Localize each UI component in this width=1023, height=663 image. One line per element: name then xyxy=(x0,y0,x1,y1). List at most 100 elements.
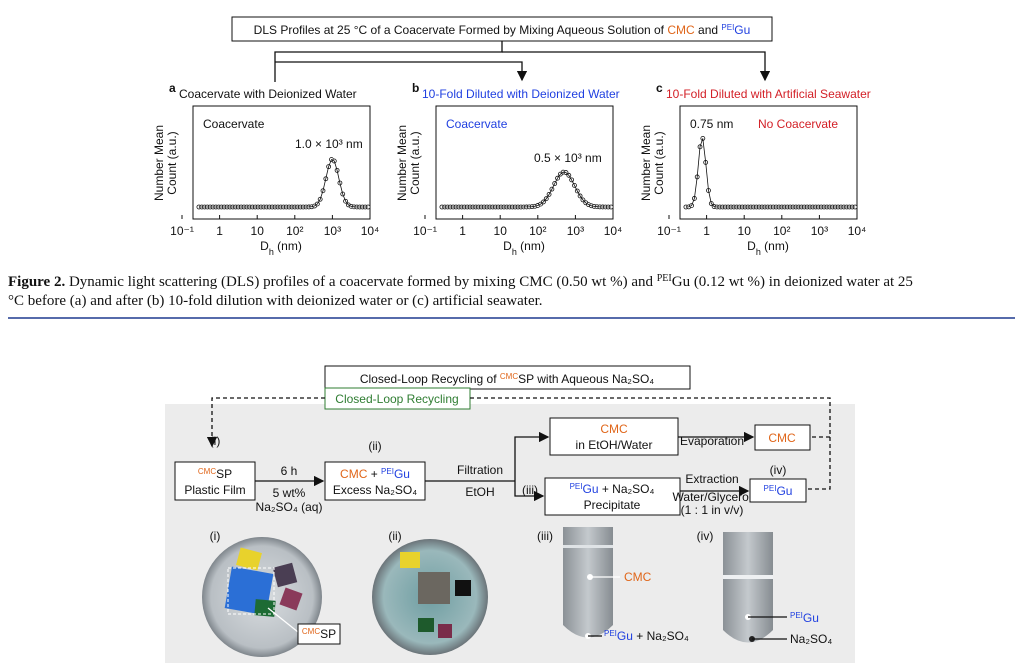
text-run: 1 xyxy=(459,224,466,238)
text-run: 1 xyxy=(703,224,710,238)
text-run: 10⁻¹ xyxy=(657,224,681,238)
text-run: Gu (0.12 wt %) in deionized water at 25 xyxy=(672,274,913,290)
label: Precipitate xyxy=(584,498,641,512)
photo-film xyxy=(418,572,450,604)
text-run: Count (a.u.) xyxy=(408,131,422,194)
label: b xyxy=(412,81,419,95)
dls-curve xyxy=(196,157,371,210)
label: PEIGu xyxy=(790,611,819,626)
label: Number Mean xyxy=(395,125,409,201)
label: 5 wt% xyxy=(273,486,306,500)
bracket xyxy=(274,41,503,82)
text-run: b xyxy=(412,81,419,95)
text-run: Count (a.u.) xyxy=(652,131,666,194)
plot-frame xyxy=(679,105,858,220)
caption: °C before (a) and after (b) 10-fold dilu… xyxy=(8,293,543,309)
text-run: Water/Glycerol xyxy=(673,490,752,504)
label: Count (a.u.) xyxy=(165,131,179,194)
text-run: °C before (a) and after (b) 10-fold dilu… xyxy=(8,293,543,309)
connector xyxy=(267,607,299,633)
label: 0.5 × 10³ nm xyxy=(534,151,602,165)
text-run: (1 : 1 in v/v) xyxy=(681,503,744,517)
text-run: c xyxy=(656,81,663,95)
photo-tube xyxy=(723,532,773,643)
photo-film xyxy=(455,580,471,596)
text-run: PEI xyxy=(764,484,777,493)
label: (i) xyxy=(210,434,221,448)
photo-film xyxy=(236,547,262,571)
text-run: No Coacervate xyxy=(758,117,838,131)
text-run: SP xyxy=(320,627,336,641)
label: (ii) xyxy=(388,529,401,543)
text-run: Gu xyxy=(617,629,633,643)
text-run: PEI xyxy=(604,629,617,638)
text-run: 10² xyxy=(773,224,790,238)
text-run: Gu xyxy=(803,611,819,625)
label: Water/Glycerol xyxy=(673,490,752,504)
text-run: PEI xyxy=(790,611,803,620)
x-tick-label: 10 xyxy=(251,224,265,238)
text-run: 10⁴ xyxy=(848,224,867,238)
label: 6 h xyxy=(281,464,298,478)
text-run: Extraction xyxy=(685,472,738,486)
label: CMCSP xyxy=(198,467,232,482)
text-run: Na₂SO₄ (aq) xyxy=(256,500,323,514)
label: CMC xyxy=(624,570,652,584)
dls-line xyxy=(441,171,612,208)
text-run: (iv) xyxy=(697,529,714,543)
box xyxy=(174,461,256,501)
text-run: PEI xyxy=(570,482,583,491)
text-run: + Na₂SO₄ xyxy=(633,629,689,643)
label: (ii) xyxy=(368,439,381,453)
label: PEIGu xyxy=(764,484,793,499)
text-run: CMC xyxy=(340,467,368,481)
text-run: CMC xyxy=(500,372,518,381)
x-tick-label: 10² xyxy=(286,224,303,238)
label: Number Mean xyxy=(152,125,166,201)
x-tick-label: 10² xyxy=(773,224,790,238)
text-run: 10-Fold Diluted with Artificial Seawater xyxy=(666,87,871,101)
text-run: Number Mean xyxy=(395,125,409,201)
dls-line xyxy=(685,138,856,208)
label: Number Mean xyxy=(639,125,653,201)
connector xyxy=(514,431,550,481)
text-run: in EtOH/Water xyxy=(576,438,653,452)
photo-tube xyxy=(563,527,613,638)
text-run: 10⁴ xyxy=(604,224,623,238)
text-run: Coacervate xyxy=(203,117,265,131)
label: 0.75 nm xyxy=(690,117,733,131)
text-run: PEI xyxy=(657,273,672,284)
text-run: 1 xyxy=(216,224,223,238)
text-run: Coacervate xyxy=(446,117,508,131)
text-run: Gu xyxy=(734,23,750,37)
tube-meniscus xyxy=(723,575,773,579)
bracket xyxy=(502,51,771,82)
text-run: CMC xyxy=(667,23,695,37)
label: DLS Profiles at 25 °C of a Coacervate Fo… xyxy=(254,23,751,38)
label: Coacervate with Deionized Water xyxy=(179,87,357,101)
label: CMCSP xyxy=(302,627,336,642)
text-run: h xyxy=(756,247,761,257)
label: (iii) xyxy=(537,529,553,543)
box xyxy=(749,478,807,503)
text-run: 10³ xyxy=(324,224,341,238)
photo-film xyxy=(418,618,434,632)
label: PEIGu + Na₂SO₄ xyxy=(570,482,655,497)
box xyxy=(297,623,341,645)
text-run: Na₂SO₄ xyxy=(790,632,832,646)
label: 1.0 × 10³ nm xyxy=(295,137,363,151)
text-run: (nm) xyxy=(274,239,302,253)
text-run: 0.5 × 10³ nm xyxy=(534,151,602,165)
text-run: PEI xyxy=(381,467,394,476)
loop-arrow xyxy=(206,397,325,448)
label: c xyxy=(656,81,663,95)
tube-meniscus xyxy=(563,545,613,548)
text-run: h xyxy=(512,247,517,257)
x-tick-label: 10³ xyxy=(811,224,828,238)
text-run: (i) xyxy=(210,529,221,543)
text-run: Gu xyxy=(582,482,598,496)
text-run: (iv) xyxy=(770,463,787,477)
text-run: 10 xyxy=(738,224,752,238)
text-run: SP with Aqueous Na₂SO₄ xyxy=(518,372,654,386)
